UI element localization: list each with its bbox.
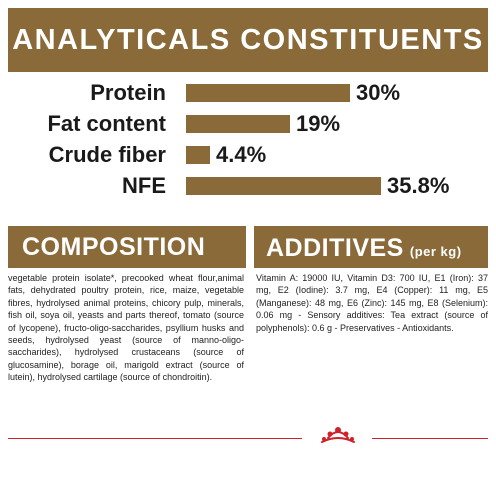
composition-header: COMPOSITION <box>8 226 246 268</box>
composition-text: vegetable protein isolate*, precooked wh… <box>8 273 244 383</box>
analytics-row: NFE 35.8% <box>0 172 496 200</box>
analytics-label: NFE <box>122 173 166 198</box>
analytics-row: Crude fiber 4.4% <box>0 141 496 169</box>
crown-logo-icon <box>321 427 355 443</box>
additives-subtitle: (per kg) <box>409 244 462 259</box>
analytics-value: 4.4% <box>216 142 267 167</box>
additives-header: ADDITIVES (per kg) <box>254 226 488 268</box>
analytics-bar <box>186 177 381 195</box>
analytics-bar <box>186 84 350 102</box>
analytics-header: ANALYTICALS CONSTITUENTS <box>8 8 488 72</box>
analytics-bar <box>186 146 210 164</box>
analytics-label: Fat content <box>47 111 166 136</box>
additives-text: Vitamin A: 19000 IU, Vitamin D3: 700 IU,… <box>256 273 488 333</box>
analytics-title: ANALYTICALS CONSTITUENTS <box>12 23 484 56</box>
additives-title: ADDITIVES <box>266 234 404 262</box>
analytics-value: 35.8% <box>387 173 450 198</box>
footer-red-line-right <box>372 438 488 439</box>
analytics-label: Crude fiber <box>48 142 166 167</box>
analytics-row: Fat content 19% <box>0 110 496 138</box>
analytics-value: 30% <box>356 80 401 105</box>
analytics-row: Protein 30% <box>0 79 496 107</box>
composition-title: COMPOSITION <box>22 232 206 261</box>
analytics-label: Protein <box>90 80 166 105</box>
analytics-value: 19% <box>296 111 341 136</box>
footer-red-line <box>8 438 302 439</box>
analytics-bar <box>186 115 290 133</box>
